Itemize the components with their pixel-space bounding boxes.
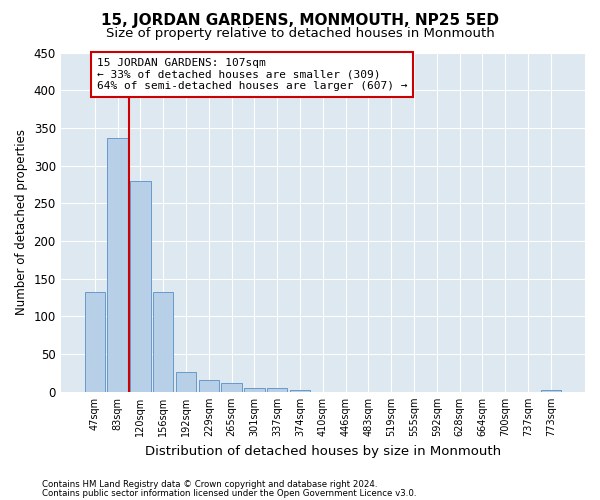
- Bar: [541, 390, 561, 392]
- Text: 15 JORDAN GARDENS: 107sqm
← 33% of detached houses are smaller (309)
64% of semi: 15 JORDAN GARDENS: 107sqm ← 33% of detac…: [97, 58, 407, 91]
- Bar: [244, 388, 265, 392]
- Text: 15, JORDAN GARDENS, MONMOUTH, NP25 5ED: 15, JORDAN GARDENS, MONMOUTH, NP25 5ED: [101, 12, 499, 28]
- Bar: [221, 383, 242, 392]
- Bar: [267, 388, 287, 392]
- Bar: [153, 292, 173, 392]
- Bar: [176, 372, 196, 392]
- Text: Contains public sector information licensed under the Open Government Licence v3: Contains public sector information licen…: [42, 488, 416, 498]
- Bar: [85, 292, 105, 392]
- Bar: [199, 380, 219, 392]
- Y-axis label: Number of detached properties: Number of detached properties: [15, 129, 28, 315]
- Text: Size of property relative to detached houses in Monmouth: Size of property relative to detached ho…: [106, 28, 494, 40]
- Bar: [130, 180, 151, 392]
- X-axis label: Distribution of detached houses by size in Monmouth: Distribution of detached houses by size …: [145, 444, 501, 458]
- Bar: [107, 138, 128, 392]
- Bar: [290, 390, 310, 392]
- Text: Contains HM Land Registry data © Crown copyright and database right 2024.: Contains HM Land Registry data © Crown c…: [42, 480, 377, 489]
